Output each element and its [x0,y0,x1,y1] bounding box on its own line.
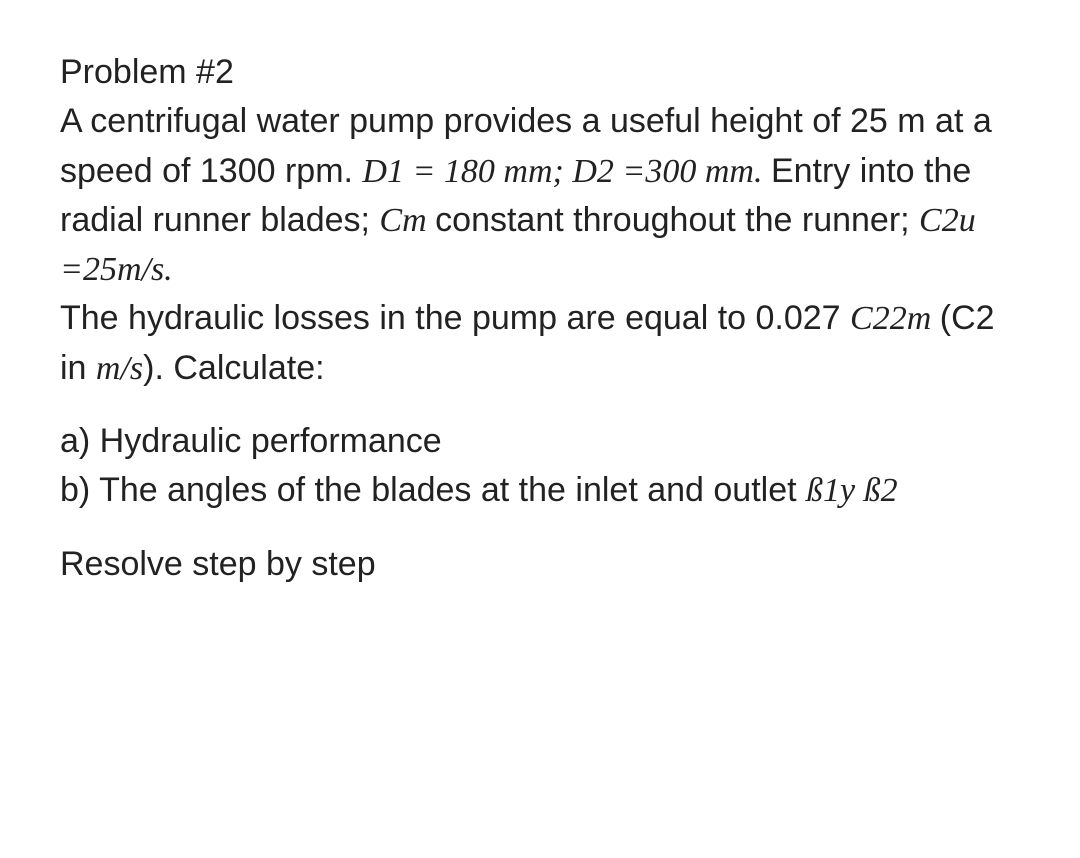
problem-content: Problem #2 A centrifugal water pump prov… [60,48,1020,589]
resolve-text: Resolve step by step [60,545,376,583]
problem-title: Problem #2 [60,53,234,91]
c22m-variable: C22m [850,300,940,337]
beta-expression: ß1y ß2 [806,472,898,509]
ms-unit: m/s [96,350,143,387]
item-b-text: b) The angles of the blades at the inlet… [60,471,806,509]
question-items: a) Hydraulic performance b) The angles o… [60,417,1020,516]
losses-text-1: The hydraulic losses in the pump are equ… [60,299,850,337]
resolve-instruction: Resolve step by step [60,540,1020,589]
cm-variable: Cm [379,202,435,239]
problem-statement: Problem #2 A centrifugal water pump prov… [60,48,1020,393]
d1-d2-expression: D1 = 180 mm; D2 =300 mm. [362,153,771,190]
item-a: a) Hydraulic performance [60,422,442,460]
body-text-3: constant throughout the runner; [435,201,919,239]
losses-text-3: ). Calculate: [143,349,324,387]
